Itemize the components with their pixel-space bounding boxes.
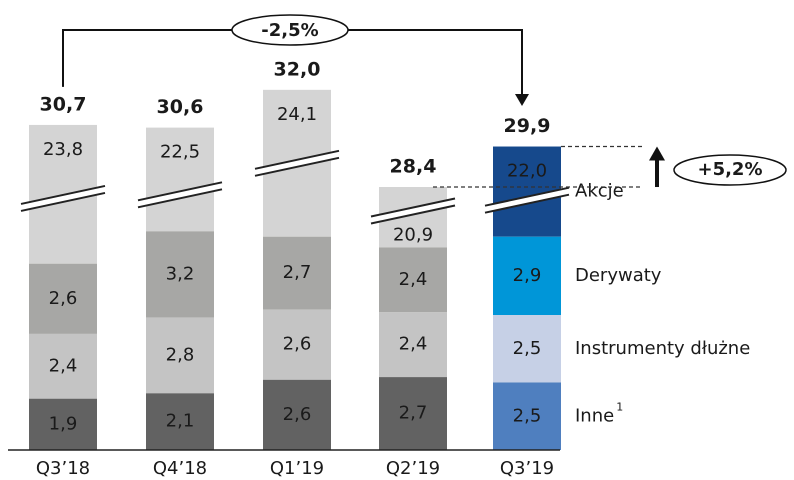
total-label: 30,6 bbox=[157, 96, 204, 118]
axis-break bbox=[484, 186, 570, 214]
bar-segment bbox=[29, 263, 97, 334]
legend-label: Instrumenty dłużne bbox=[575, 338, 750, 359]
bar-segment bbox=[146, 317, 214, 394]
value-label: 2,6 bbox=[283, 334, 312, 355]
value-label: 2,4 bbox=[49, 355, 78, 376]
x-tick-label: Q4’18 bbox=[153, 458, 207, 479]
axis-break-line bbox=[484, 193, 570, 214]
annotation-bubble bbox=[673, 154, 787, 186]
axis-break-band bbox=[485, 187, 569, 213]
axis-break-line bbox=[254, 156, 340, 177]
bar-segment bbox=[493, 315, 561, 383]
bar-segment bbox=[379, 312, 447, 378]
axis-break bbox=[370, 197, 456, 225]
value-label: 2,5 bbox=[513, 338, 542, 359]
axis-break bbox=[20, 184, 106, 212]
x-tick-label: Q1’19 bbox=[270, 458, 324, 479]
value-label: 22,5 bbox=[160, 142, 200, 163]
total-label: 32,0 bbox=[274, 58, 321, 80]
value-label: 2,5 bbox=[513, 405, 542, 426]
legend-label: Inne bbox=[575, 405, 614, 426]
change-annotation: +5,2% bbox=[697, 159, 762, 180]
x-tick-label: Q2’19 bbox=[386, 458, 440, 479]
value-label: 2,6 bbox=[49, 288, 78, 309]
value-label: 2,4 bbox=[399, 269, 428, 290]
axis-break-band bbox=[21, 185, 105, 211]
value-label: 2,7 bbox=[399, 403, 428, 424]
arrow-head bbox=[649, 146, 665, 161]
value-label: 2,6 bbox=[283, 404, 312, 425]
value-label: 2,8 bbox=[166, 345, 195, 366]
value-label: 2,1 bbox=[166, 411, 195, 432]
bar-segment bbox=[146, 127, 214, 232]
bar-segment bbox=[263, 309, 331, 380]
axis-break-band bbox=[255, 150, 339, 176]
value-label: 1,9 bbox=[49, 413, 78, 434]
bar-segment bbox=[29, 333, 97, 399]
value-label: 2,4 bbox=[399, 334, 428, 355]
bar-segment bbox=[263, 236, 331, 310]
axis-break-line bbox=[484, 186, 570, 207]
axis-break-line bbox=[20, 184, 106, 205]
value-label: 3,2 bbox=[166, 264, 195, 285]
total-label: 28,4 bbox=[390, 156, 437, 178]
bar-segment bbox=[146, 393, 214, 450]
x-tick-label: Q3’18 bbox=[36, 458, 90, 479]
legend-footnote: 1 bbox=[616, 400, 623, 413]
value-label: 2,7 bbox=[283, 262, 312, 283]
axis-break bbox=[137, 181, 223, 209]
axis-break-band bbox=[138, 182, 222, 208]
axis-break-band bbox=[371, 198, 455, 224]
axis-break-line bbox=[20, 191, 106, 212]
axis-break-line bbox=[137, 181, 223, 202]
axis-break-line bbox=[254, 149, 340, 170]
legend-label: Akcje bbox=[575, 181, 624, 202]
value-label: 22,0 bbox=[507, 161, 547, 182]
value-label: 2,9 bbox=[513, 265, 542, 286]
bar-segment bbox=[29, 398, 97, 450]
legend-label: Derywaty bbox=[575, 265, 662, 286]
bar-segment bbox=[379, 377, 447, 450]
change-annotation: -2,5% bbox=[261, 20, 318, 41]
bar-segment bbox=[263, 379, 331, 450]
x-tick-label: Q3’19 bbox=[500, 458, 554, 479]
bar-segment bbox=[146, 231, 214, 318]
annotation-bubble bbox=[231, 14, 349, 46]
axis-break bbox=[254, 149, 340, 177]
value-label: 24,1 bbox=[277, 104, 317, 125]
axis-break-line bbox=[370, 197, 456, 218]
axis-break-line bbox=[370, 204, 456, 225]
arrow-head bbox=[515, 94, 529, 106]
axis-break-line bbox=[137, 188, 223, 209]
bar-segment bbox=[493, 382, 561, 450]
value-label: 23,8 bbox=[43, 139, 83, 160]
bar-segment bbox=[379, 247, 447, 313]
bar-segment bbox=[493, 236, 561, 315]
total-label: 29,9 bbox=[504, 115, 551, 137]
total-label: 30,7 bbox=[40, 93, 87, 115]
value-label: 20,9 bbox=[393, 225, 433, 246]
